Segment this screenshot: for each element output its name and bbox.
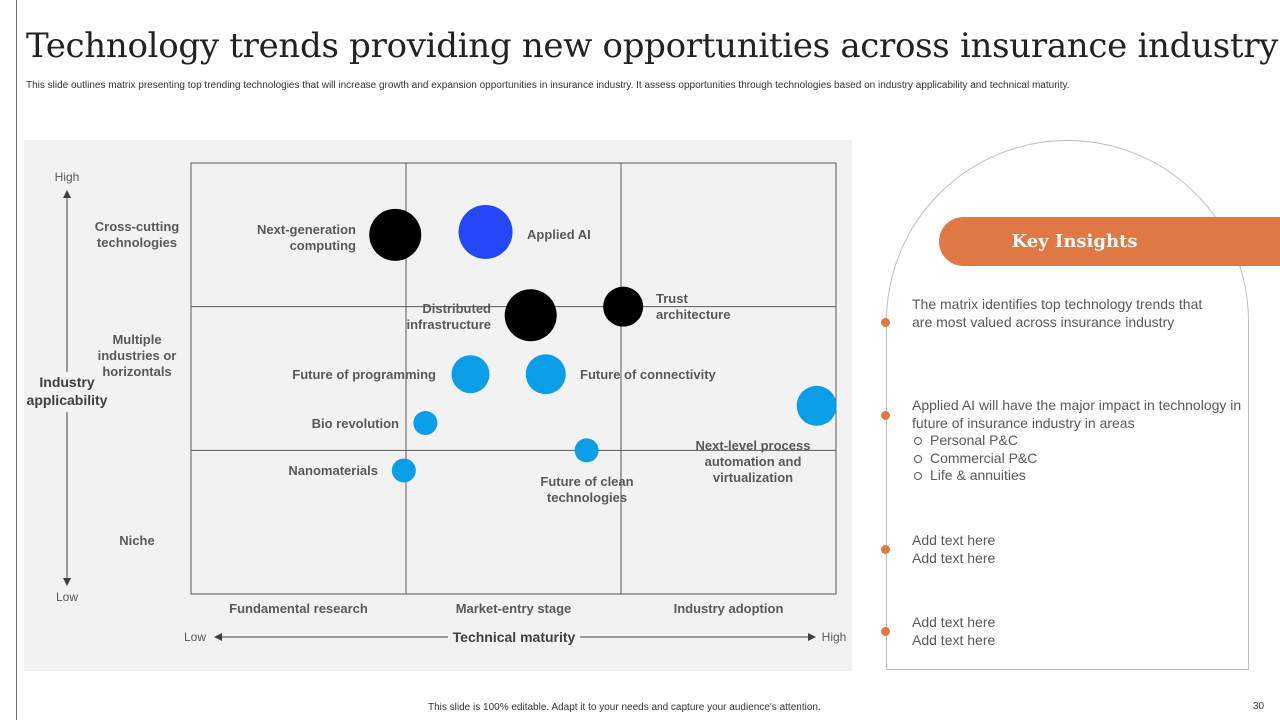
bubble-label: Distributed infrastructure	[406, 301, 491, 332]
insight-subitem: Commercial P&C	[912, 450, 1247, 468]
y-axis-low-label: Low	[56, 590, 78, 604]
bubble-point	[413, 411, 438, 436]
insight-text-2: Applied AI will have the major impact in…	[912, 397, 1242, 431]
x-axis-high-label: High	[822, 630, 847, 644]
slide-title: Technology trends providing new opportun…	[26, 26, 1279, 66]
insight-item-1: The matrix identifies top technology tre…	[912, 296, 1212, 331]
matrix-chart-panel: Fundamental research Market-entry stage In…	[24, 140, 852, 671]
insights-arch-frame	[886, 140, 1249, 670]
bubble-point	[458, 204, 513, 259]
insight-bullet-dot-2	[881, 411, 890, 420]
bubble-label: Applied AI	[527, 227, 591, 242]
page-number: 30	[1253, 701, 1265, 712]
insight-text-3b: Add text here	[912, 549, 996, 566]
x-tick-label: Fundamental research	[229, 601, 368, 616]
insight-item-3: Add text here Add text here	[912, 532, 995, 567]
x-axis-title: Technical maturity	[453, 629, 576, 645]
insight-bullet-dot-3	[881, 545, 890, 554]
left-border-line	[16, 0, 17, 720]
insight-sublist: Personal P&C Commercial P&C Life & annui…	[912, 432, 1247, 485]
bubble-label: Nanomaterials	[288, 463, 378, 478]
plot-frame	[190, 162, 837, 595]
bubble-label: Future of connectivity	[580, 367, 717, 382]
bubble-point	[504, 289, 557, 342]
x-axis-arrow-right	[808, 633, 816, 641]
insight-text-3a: Add text here	[912, 532, 996, 548]
footer-note: This slide is 100% editable. Adapt it to…	[428, 702, 821, 713]
insight-item-2: Applied AI will have the major impact in…	[912, 397, 1247, 485]
bubble-label: Future of programming	[292, 367, 436, 382]
bubble-point	[369, 208, 422, 261]
insights-header-bar: Key Insights	[939, 217, 1280, 266]
insight-item-4: Add text here Add text here	[912, 614, 995, 649]
x-tick-label: Industry adoption	[674, 601, 784, 616]
technology-matrix-chart: Fundamental research Market-entry stage In…	[27, 162, 847, 645]
bubble-label: Trust architecture	[656, 291, 730, 322]
bubble-point	[603, 286, 644, 327]
x-axis-low-label: Low	[184, 630, 206, 644]
x-axis-arrow-left	[214, 633, 222, 641]
y-axis-high-label: High	[55, 170, 80, 184]
bubble-point	[796, 385, 837, 426]
insight-bullet-dot-4	[881, 627, 890, 636]
y-axis-arrow-up	[63, 190, 71, 198]
insight-text-4a: Add text here	[912, 614, 996, 630]
bubble-point	[391, 458, 416, 483]
y-axis-arrow-down	[63, 578, 71, 586]
y-axis-title: Industry applicability	[27, 374, 108, 408]
insight-text-4b: Add text here	[912, 631, 996, 648]
bubble-label: Next-level process automation and virtuali…	[696, 438, 811, 485]
bubble-point	[451, 355, 490, 394]
bubble-label: Next-generation computing	[257, 222, 356, 253]
bubble-label: Future of clean technologies	[540, 474, 633, 505]
insight-subitem: Life & annuities	[912, 467, 1247, 485]
insight-text-1: The matrix identifies top technology tre…	[912, 296, 1203, 330]
y-tick-label: Niche	[119, 533, 154, 548]
bubble-point	[574, 438, 599, 463]
x-tick-label: Market-entry stage	[456, 601, 572, 616]
insight-bullet-dot-1	[881, 318, 890, 327]
y-tick-label: Multiple industries or horizontals	[98, 332, 177, 379]
bubble-label: Bio revolution	[312, 416, 399, 431]
insight-subitem: Personal P&C	[912, 432, 1247, 450]
y-tick-label: Cross-cutting technologies	[95, 219, 180, 250]
insights-header-text: Key Insights	[1011, 231, 1138, 252]
slide-subtitle: This slide outlines matrix presenting to…	[26, 80, 1070, 91]
bubble-point	[525, 354, 566, 395]
